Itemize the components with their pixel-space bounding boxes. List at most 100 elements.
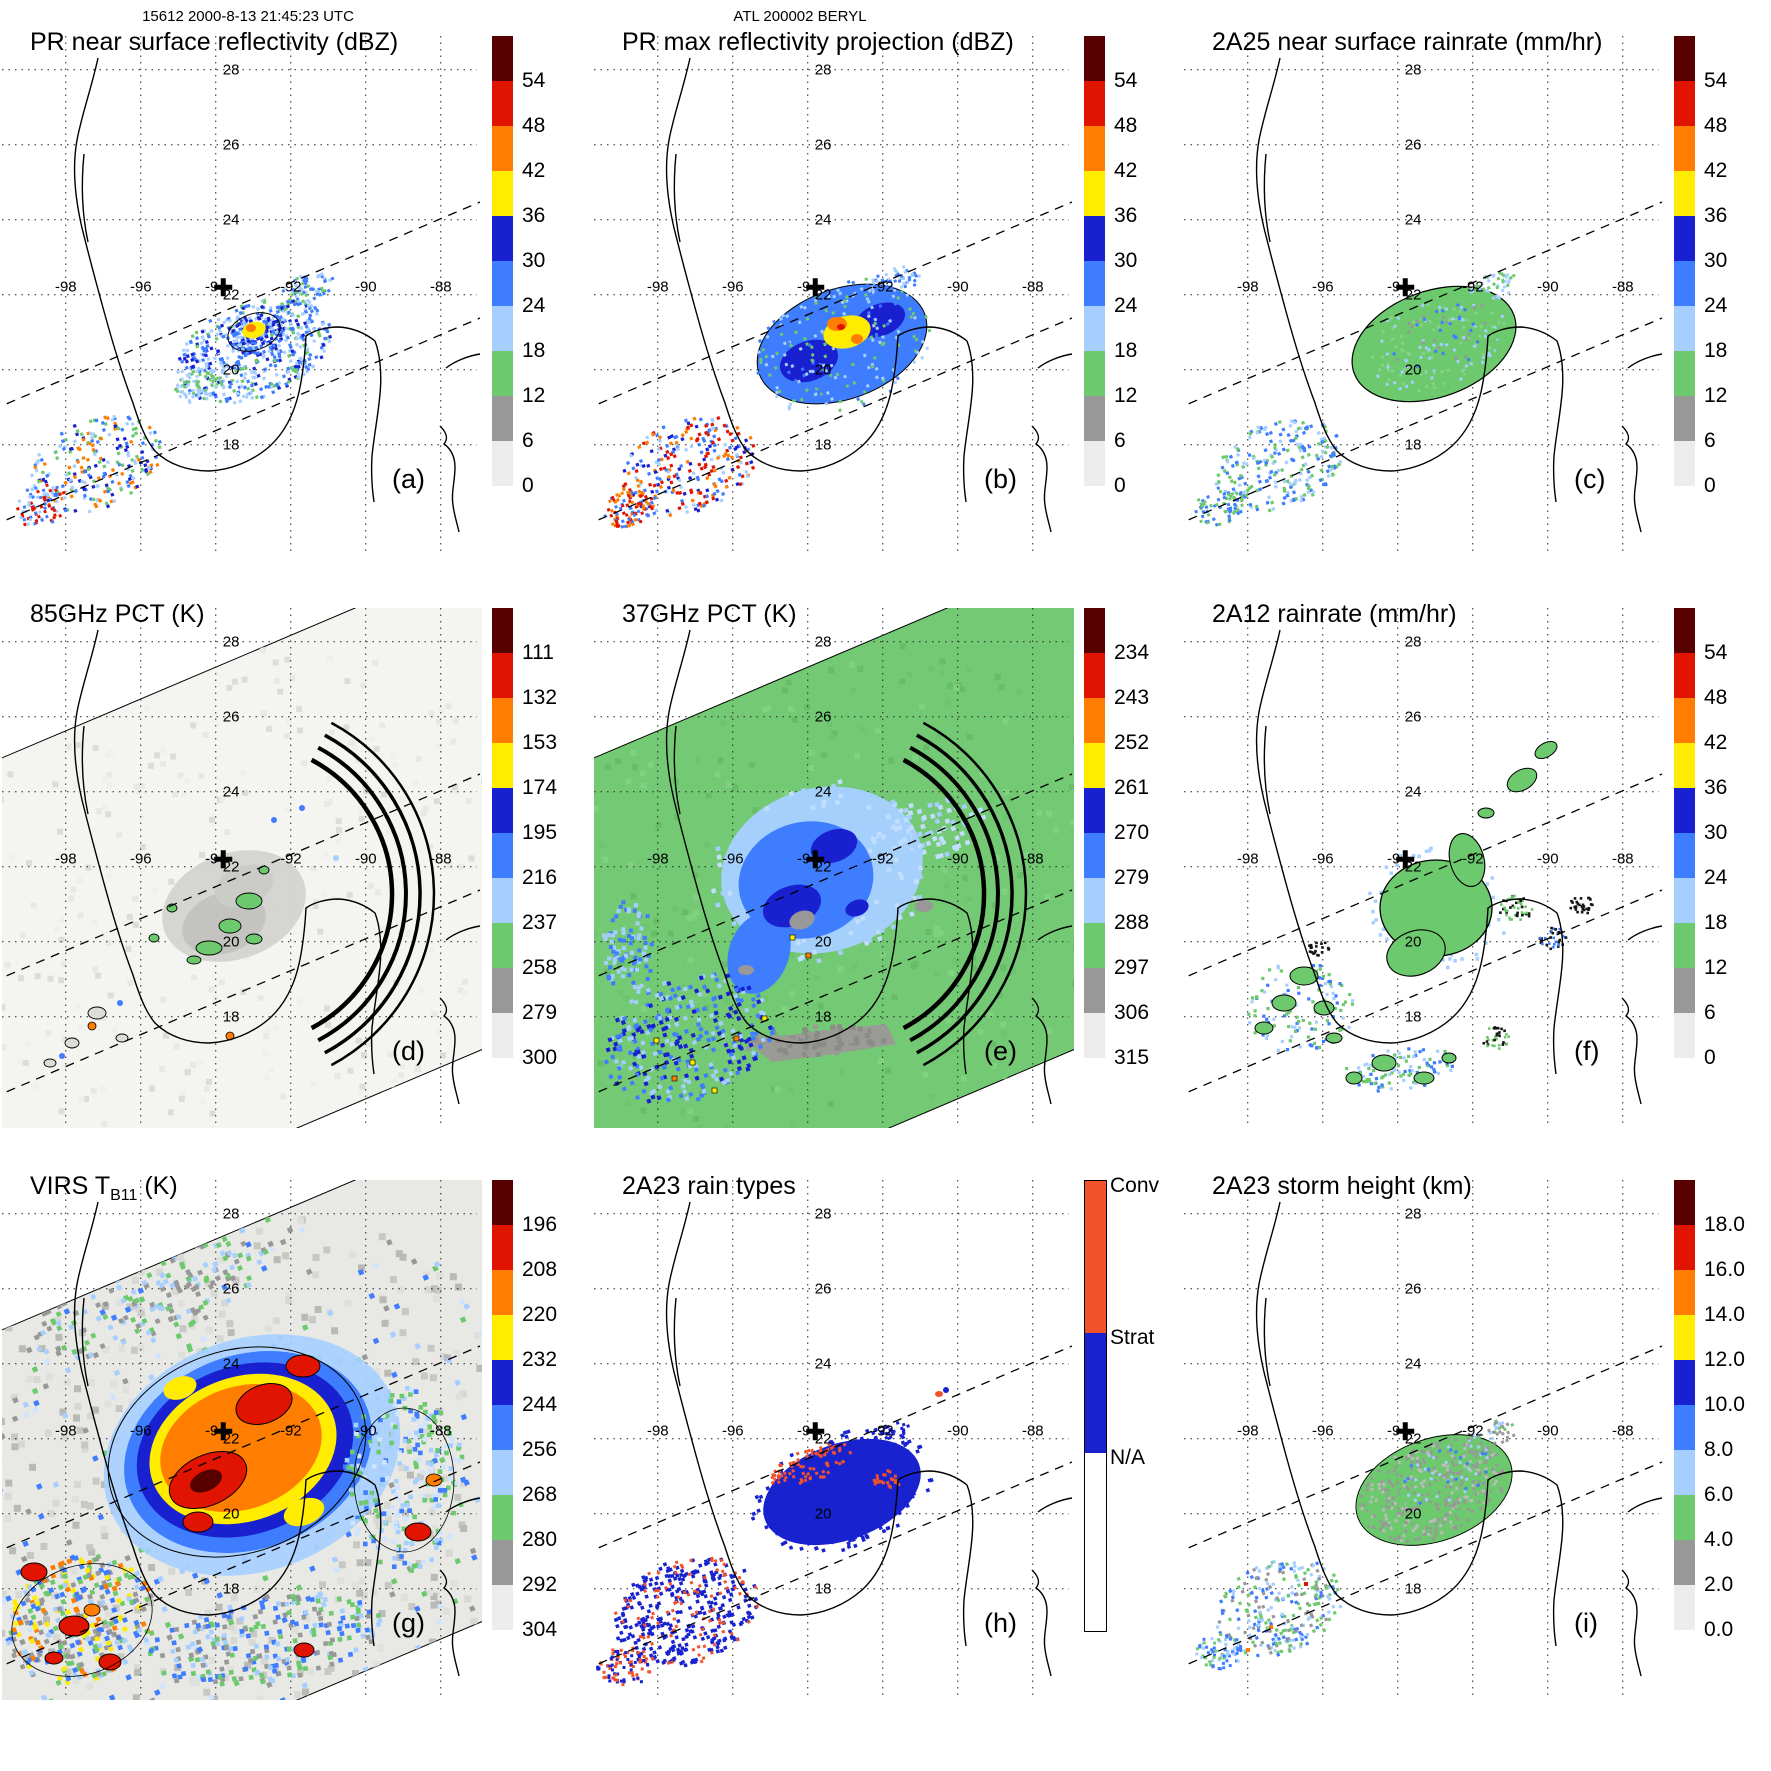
map-panel-b: 28 26 24 22 20 18 -98 -96 -94 -92 -90 -88 bbox=[594, 36, 1073, 551]
panel-title-f: 2A12 rainrate (mm/hr) bbox=[1212, 600, 1457, 628]
panel-letter-g: (g) bbox=[392, 1608, 425, 1638]
lon-label: -98 bbox=[647, 279, 669, 296]
map-panel-a: 28 26 24 22 20 18 -98 -96 -94 -92 -90 -88 bbox=[2, 36, 481, 551]
colorbar-segment bbox=[1674, 126, 1695, 171]
colorbar-a: 54 48 42 36 30 24 18 12 6 0 bbox=[492, 36, 586, 536]
panel-f: 2A12 rainrate (mm/hr) 28 26 24 22 20 18 -98 -96 -… bbox=[1182, 598, 1768, 1158]
lon-label: -88 bbox=[430, 1423, 452, 1440]
lon-label: -92 bbox=[280, 279, 302, 296]
colorbar-tick: 232 bbox=[522, 1348, 558, 1371]
colorbar-tick: 244 bbox=[522, 1393, 558, 1416]
colorbar-ramp bbox=[1084, 36, 1105, 486]
lat-label: 18 bbox=[815, 437, 832, 454]
colorbar-tick: 0 bbox=[1704, 1046, 1716, 1069]
lon-label: -90 bbox=[1537, 1423, 1559, 1440]
coastline bbox=[665, 1201, 1073, 1677]
lat-label: 20 bbox=[815, 934, 832, 951]
lat-label: 24 bbox=[815, 212, 832, 229]
lon-label: -96 bbox=[722, 1423, 744, 1440]
pr-swath-edges bbox=[594, 1345, 1073, 1667]
lat-label: 20 bbox=[223, 362, 240, 379]
lat-label: 22 bbox=[1405, 859, 1422, 876]
colorbar-category-label: N/A bbox=[1110, 1446, 1146, 1469]
colorbar-tick: 208 bbox=[522, 1258, 558, 1281]
lat-label: 18 bbox=[223, 437, 240, 454]
lat-label: 18 bbox=[815, 1581, 832, 1598]
storm-center-cross-icon bbox=[806, 278, 825, 297]
lon-label: -90 bbox=[355, 279, 377, 296]
lon-label: -92 bbox=[280, 1423, 302, 1440]
colorbar-ramp bbox=[492, 36, 513, 486]
colorbar-segment bbox=[1084, 81, 1105, 126]
title-subscript: B11 bbox=[110, 1187, 138, 1204]
colorbar-tick: 0 bbox=[522, 474, 534, 497]
colorbar-segment bbox=[1084, 653, 1105, 698]
lon-label: -88 bbox=[1612, 279, 1634, 296]
lon-label: -96 bbox=[130, 851, 152, 868]
colorbar-segment bbox=[1674, 171, 1695, 216]
panel-g: VIRS TB11 (K) 28 26 24 22 20 18 -98 -96 -94 -92 -90… bbox=[0, 1170, 586, 1730]
lat-label: 22 bbox=[223, 859, 240, 876]
panel-a: PR near surface reflectivity (dBZ) 28 26 24… bbox=[0, 26, 586, 586]
lon-label: -90 bbox=[355, 851, 377, 868]
storm-center-cross-icon bbox=[806, 1422, 825, 1441]
lon-label: -94 bbox=[205, 851, 227, 868]
pr-swath-edges bbox=[1184, 1345, 1663, 1667]
lat-label: 24 bbox=[223, 1356, 240, 1373]
colorbar-tick: 18.0 bbox=[1704, 1213, 1745, 1236]
lat-label: 26 bbox=[1405, 709, 1422, 726]
lat-label: 28 bbox=[1405, 1206, 1422, 1223]
lon-label: -98 bbox=[55, 1423, 77, 1440]
storm-center-cross-icon bbox=[214, 1422, 233, 1441]
colorbar-tick: 12 bbox=[1704, 956, 1728, 979]
colorbar-segment bbox=[1674, 1013, 1695, 1058]
colorbar-segment bbox=[1674, 1360, 1695, 1405]
colorbar-segment bbox=[492, 1180, 513, 1225]
colorbar-tick: 306 bbox=[1114, 1001, 1150, 1024]
colorbar-tick: 18 bbox=[1704, 911, 1728, 934]
colorbar-tick: 280 bbox=[522, 1528, 558, 1551]
colorbar-segment bbox=[492, 306, 513, 351]
colorbar-segment bbox=[1674, 608, 1695, 653]
colorbar-segment bbox=[1674, 396, 1695, 441]
panel-h: 2A23 rain types 28 26 24 22 20 18 -98 -96 -94 -92 -… bbox=[592, 1170, 1178, 1730]
panel-title-g: VIRS TB11 (K) bbox=[30, 1172, 178, 1205]
colorbar-tick: 42 bbox=[1114, 159, 1138, 182]
colorbar-segment bbox=[1674, 878, 1695, 923]
coastline bbox=[1255, 57, 1663, 533]
lat-label: 18 bbox=[223, 1009, 240, 1026]
panel-d: 85GHz PCT (K) 28 26 24 22 20 18 -98 -96 -94 -92 -90… bbox=[0, 598, 586, 1158]
lat-label: 26 bbox=[815, 709, 832, 726]
lat-label: 22 bbox=[815, 287, 832, 304]
colorbar-segment bbox=[1674, 1585, 1695, 1630]
colorbar-segment bbox=[1084, 1013, 1105, 1058]
colorbar-segment bbox=[1674, 81, 1695, 126]
colorbar-segment bbox=[1084, 261, 1105, 306]
lon-label: -88 bbox=[430, 279, 452, 296]
colorbar-tick: 48 bbox=[1114, 114, 1138, 137]
colorbar-segment bbox=[1084, 743, 1105, 788]
lon-label: -88 bbox=[1022, 1423, 1044, 1440]
colorbar-segment bbox=[492, 216, 513, 261]
lat-label: 24 bbox=[223, 212, 240, 229]
lon-label: -96 bbox=[1312, 851, 1334, 868]
colorbar-e: 234 243 252 261 270 279 288 297 306 315 bbox=[1084, 608, 1178, 1108]
data-layer bbox=[596, 1387, 949, 1687]
colorbar-segment bbox=[1674, 1270, 1695, 1315]
colorbar-segment bbox=[1674, 833, 1695, 878]
lat-label: 26 bbox=[815, 1281, 832, 1298]
colorbar-tick: 24 bbox=[1704, 294, 1728, 317]
data-layer bbox=[1194, 271, 1517, 527]
data-layer bbox=[602, 721, 1028, 1104]
colorbar-tick: 36 bbox=[1114, 204, 1138, 227]
colorbar-tick: 30 bbox=[1704, 821, 1728, 844]
lon-label: -88 bbox=[1022, 279, 1044, 296]
lon-label: -96 bbox=[722, 851, 744, 868]
colorbar-tick: 234 bbox=[1114, 641, 1150, 664]
lon-label: -90 bbox=[947, 279, 969, 296]
storm-center-cross-icon bbox=[214, 850, 233, 869]
storm-center-cross-icon bbox=[806, 850, 825, 869]
colorbar-segment bbox=[492, 126, 513, 171]
colorbar-segment bbox=[1084, 306, 1105, 351]
colorbar-segment bbox=[1674, 923, 1695, 968]
